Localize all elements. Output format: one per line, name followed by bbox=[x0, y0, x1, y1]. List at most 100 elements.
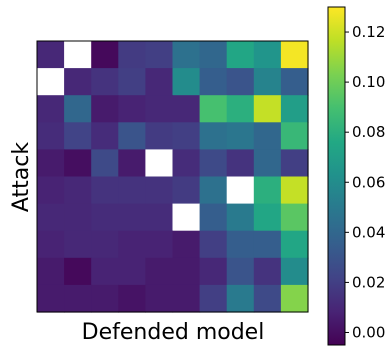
heatmap-cell bbox=[145, 176, 174, 205]
heatmap-cell bbox=[280, 284, 309, 313]
heatmap-cell bbox=[145, 149, 174, 178]
heatmap-cell bbox=[118, 203, 146, 232]
heatmap-cell bbox=[280, 149, 309, 178]
heatmap-cell bbox=[226, 257, 255, 286]
heatmap-cell bbox=[280, 95, 309, 123]
x-axis-label: Defended model bbox=[82, 320, 265, 345]
colorbar-ticks: 0.00 0.02 0.04 0.06 0.08 0.10 0.12 bbox=[345, 23, 385, 341]
heatmap-cell bbox=[199, 284, 228, 313]
heatmap-cell bbox=[64, 41, 92, 69]
heatmap-cell bbox=[253, 41, 282, 69]
heatmap-cell bbox=[253, 230, 282, 259]
heatmap-cell bbox=[253, 257, 282, 286]
heatmap-cell bbox=[199, 68, 228, 96]
colorbar-tick-label: 0.04 bbox=[352, 223, 385, 241]
heatmap-cell bbox=[91, 257, 119, 286]
heatmap-cell bbox=[64, 95, 92, 123]
colorbar-tick-label: 0.02 bbox=[352, 273, 385, 291]
heatmap-cell bbox=[172, 122, 201, 150]
heatmap-cell bbox=[199, 176, 228, 205]
heatmap-cell bbox=[172, 176, 201, 205]
heatmap-cell bbox=[226, 149, 255, 178]
heatmap-cell bbox=[118, 95, 146, 123]
heatmap-cell bbox=[37, 149, 65, 178]
heatmap-cell bbox=[253, 284, 282, 313]
heatmap-cell bbox=[280, 203, 309, 232]
heatmap-cell bbox=[118, 284, 146, 313]
colorbar-tick-label: 0.00 bbox=[352, 323, 385, 341]
heatmap-cell bbox=[226, 68, 255, 96]
heatmap-cell bbox=[118, 257, 146, 286]
heatmap-cell bbox=[199, 122, 228, 150]
heatmap-cell bbox=[172, 230, 201, 259]
heatmap-cell bbox=[226, 230, 255, 259]
heatmap-cell bbox=[172, 284, 201, 313]
heatmap-cell bbox=[91, 230, 119, 259]
heatmap-cell bbox=[145, 68, 174, 96]
heatmap-cell bbox=[91, 284, 119, 313]
heatmap-cell bbox=[118, 41, 146, 69]
heatmap-cell bbox=[145, 95, 174, 123]
heatmap-cell bbox=[91, 203, 119, 232]
heatmap-cell bbox=[91, 176, 119, 205]
heatmap-cell bbox=[145, 122, 174, 150]
heatmap-cell bbox=[199, 149, 228, 178]
heatmap-cell bbox=[199, 257, 228, 286]
heatmap-cell bbox=[172, 257, 201, 286]
heatmap-cell bbox=[172, 41, 201, 69]
heatmap-cell bbox=[253, 203, 282, 232]
colorbar-tick-label: 0.06 bbox=[352, 173, 385, 191]
heatmap-cell bbox=[37, 176, 65, 205]
heatmap-cell bbox=[199, 41, 228, 69]
colorbar-tick-label: 0.08 bbox=[352, 123, 385, 141]
heatmap-cell bbox=[145, 257, 174, 286]
heatmap-cell bbox=[145, 203, 174, 232]
heatmap-cell bbox=[91, 122, 119, 150]
heatmap-cell bbox=[280, 230, 309, 259]
heatmap-cell bbox=[280, 41, 309, 69]
heatmap-cell bbox=[280, 257, 309, 286]
colorbar-tick-label: 0.10 bbox=[352, 73, 385, 91]
y-axis-label: Attack bbox=[9, 142, 34, 212]
heatmap-cell bbox=[172, 203, 201, 232]
heatmap-cell bbox=[118, 176, 146, 205]
heatmap-cell bbox=[172, 149, 201, 178]
colorbar-tick-label: 0.12 bbox=[352, 23, 385, 41]
heatmap-cell bbox=[226, 41, 255, 69]
heatmap-cell bbox=[118, 230, 146, 259]
heatmap-cell bbox=[64, 284, 92, 313]
heatmap-cell bbox=[199, 230, 228, 259]
heatmap-cell bbox=[253, 149, 282, 178]
heatmap-cell bbox=[37, 257, 65, 286]
heatmap-cell bbox=[199, 95, 228, 123]
heatmap-cell bbox=[226, 284, 255, 313]
heatmap-cell bbox=[37, 95, 65, 123]
heatmap-cell bbox=[253, 122, 282, 150]
heatmap-cell bbox=[226, 203, 255, 232]
heatmap-cell bbox=[253, 95, 282, 123]
heatmap-cell bbox=[199, 203, 228, 232]
heatmap-cell bbox=[64, 122, 92, 150]
heatmap-cells bbox=[37, 41, 309, 313]
heatmap-cell bbox=[37, 284, 65, 313]
heatmap-cell bbox=[37, 41, 65, 69]
colorbar bbox=[327, 6, 346, 346]
heatmap-cell bbox=[64, 203, 92, 232]
heatmap-cell bbox=[226, 95, 255, 123]
heatmap-cell bbox=[91, 41, 119, 69]
heatmap-cell bbox=[64, 257, 92, 286]
heatmap-cell bbox=[64, 230, 92, 259]
plot-frame bbox=[36, 40, 309, 313]
heatmap-cell bbox=[253, 176, 282, 205]
heatmap-cell bbox=[37, 230, 65, 259]
heatmap-cell bbox=[172, 68, 201, 96]
heatmap-cell bbox=[118, 122, 146, 150]
heatmap-cell bbox=[91, 68, 119, 96]
heatmap-cell bbox=[64, 149, 92, 178]
heatmap-cell bbox=[145, 230, 174, 259]
heatmap-cell bbox=[91, 95, 119, 123]
heatmap-cell bbox=[172, 95, 201, 123]
heatmap-cell bbox=[145, 41, 174, 69]
heatmap-cell bbox=[64, 68, 92, 96]
heatmap-cell bbox=[145, 284, 174, 313]
